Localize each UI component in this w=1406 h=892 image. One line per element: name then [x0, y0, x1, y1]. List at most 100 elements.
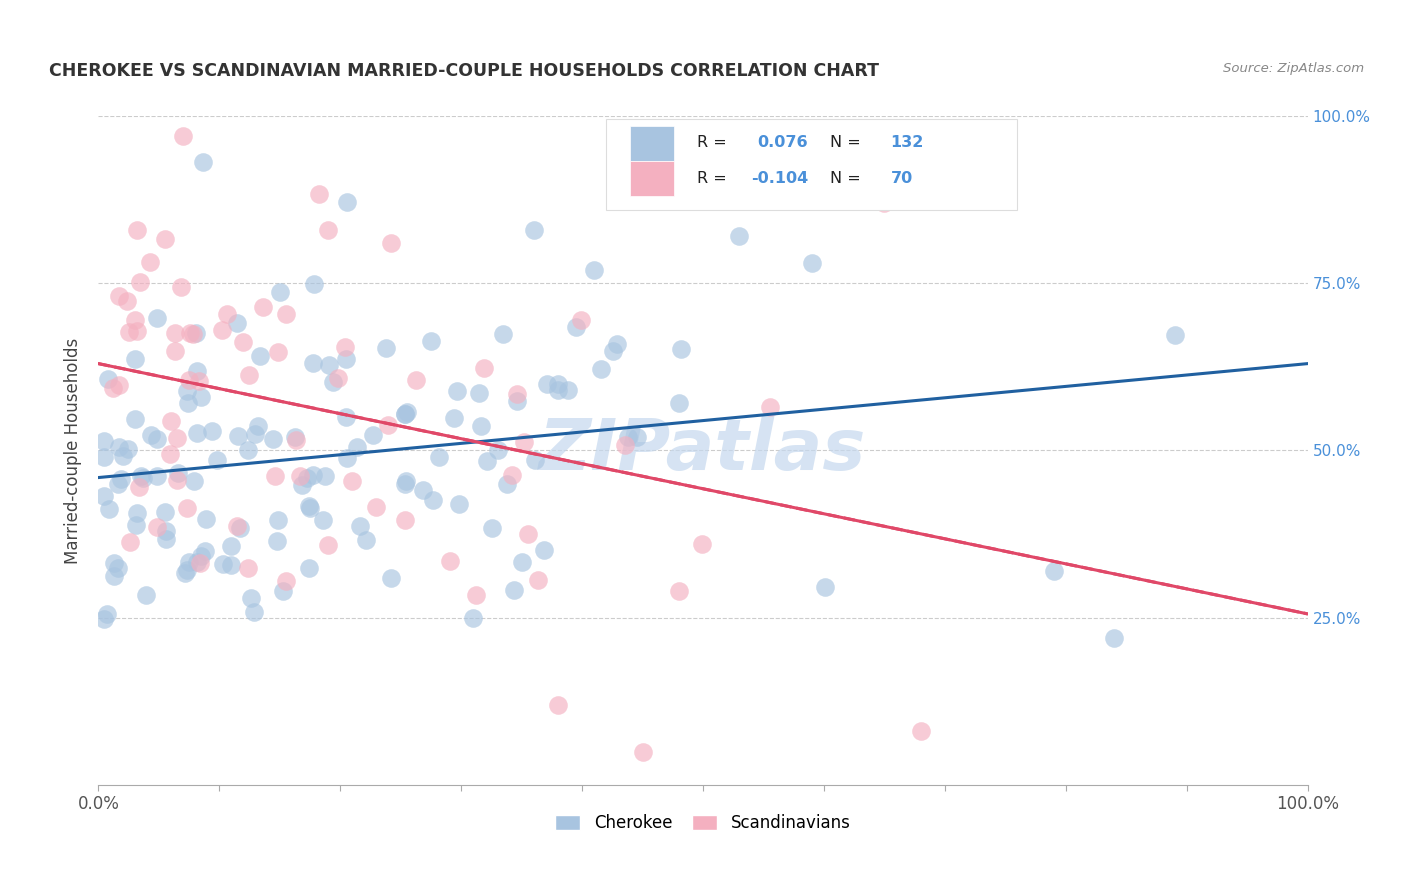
Point	[127, 506, 149, 520]
Point	[269, 285, 291, 300]
Point	[668, 396, 690, 410]
Point	[211, 557, 233, 571]
Point	[194, 543, 217, 558]
Point	[602, 344, 624, 359]
Point	[335, 351, 357, 366]
Point	[186, 364, 208, 378]
Point	[336, 451, 359, 466]
Point	[124, 351, 146, 366]
Point	[800, 256, 823, 270]
Point	[481, 521, 503, 535]
Point	[468, 386, 491, 401]
Point	[243, 605, 266, 619]
Text: -0.104: -0.104	[751, 170, 808, 186]
Point	[536, 376, 558, 391]
Point	[420, 334, 443, 348]
Point	[103, 568, 125, 582]
Point	[422, 493, 444, 508]
Point	[547, 698, 569, 712]
Point	[523, 223, 546, 237]
Point	[262, 432, 284, 446]
Point	[108, 377, 131, 392]
Point	[335, 339, 357, 353]
Point	[267, 513, 290, 527]
Point	[565, 319, 588, 334]
Text: 70: 70	[890, 170, 912, 186]
Point	[526, 573, 548, 587]
Point	[394, 408, 416, 422]
Point	[1164, 328, 1187, 343]
Point	[506, 387, 529, 401]
Point	[155, 232, 177, 246]
Point	[354, 533, 377, 547]
Point	[752, 162, 775, 177]
Point	[252, 301, 274, 315]
Point	[129, 469, 152, 483]
Point	[380, 571, 402, 585]
Text: CHEROKEE VS SCANDINAVIAN MARRIED-COUPLE HOUSEHOLDS CORRELATION CHART: CHEROKEE VS SCANDINAVIAN MARRIED-COUPLE …	[49, 62, 879, 80]
Point	[728, 229, 751, 244]
Text: ZIPatlas: ZIPatlas	[540, 416, 866, 485]
Text: R =: R =	[697, 136, 727, 150]
Point	[155, 532, 177, 546]
Point	[523, 453, 546, 467]
Point	[318, 358, 340, 372]
Point	[297, 561, 319, 575]
Point	[266, 533, 288, 548]
Point	[297, 471, 319, 485]
Point	[336, 195, 359, 210]
Point	[186, 425, 208, 440]
Point	[129, 275, 152, 289]
Point	[377, 417, 399, 432]
Point	[503, 582, 526, 597]
Point	[93, 489, 115, 503]
Point	[394, 513, 416, 527]
Point	[183, 327, 205, 342]
Point	[264, 469, 287, 483]
Point	[276, 307, 298, 321]
Point	[346, 440, 368, 454]
Point	[302, 467, 325, 482]
Point	[124, 313, 146, 327]
Point	[146, 432, 169, 446]
Point	[557, 383, 579, 397]
Point	[115, 293, 138, 308]
Point	[375, 342, 398, 356]
Point	[195, 511, 218, 525]
Point	[117, 442, 139, 456]
Point	[492, 327, 515, 342]
Text: R =: R =	[697, 170, 727, 186]
Point	[128, 480, 150, 494]
Point	[236, 561, 259, 575]
Point	[225, 316, 247, 330]
Point	[107, 561, 129, 575]
Point	[215, 308, 238, 322]
Point	[394, 407, 416, 421]
Point	[668, 584, 690, 599]
Point	[176, 500, 198, 515]
Point	[93, 434, 115, 448]
Point	[183, 475, 205, 489]
Point	[221, 558, 243, 572]
Point	[124, 411, 146, 425]
Point	[910, 724, 932, 739]
FancyBboxPatch shape	[606, 120, 1018, 210]
Point	[1042, 564, 1064, 578]
Point	[439, 554, 461, 568]
FancyBboxPatch shape	[630, 161, 673, 196]
Point	[316, 538, 339, 552]
Point	[463, 611, 485, 625]
Point	[271, 584, 294, 599]
Point	[207, 453, 229, 467]
Point	[226, 519, 249, 533]
Point	[249, 349, 271, 363]
Point	[446, 384, 468, 398]
Point	[614, 438, 637, 452]
Point	[190, 390, 212, 404]
Point	[361, 428, 384, 442]
Text: 132: 132	[890, 136, 924, 150]
Point	[117, 325, 139, 339]
Text: 0.076: 0.076	[758, 136, 808, 150]
Point	[141, 427, 163, 442]
Text: N =: N =	[830, 170, 860, 186]
